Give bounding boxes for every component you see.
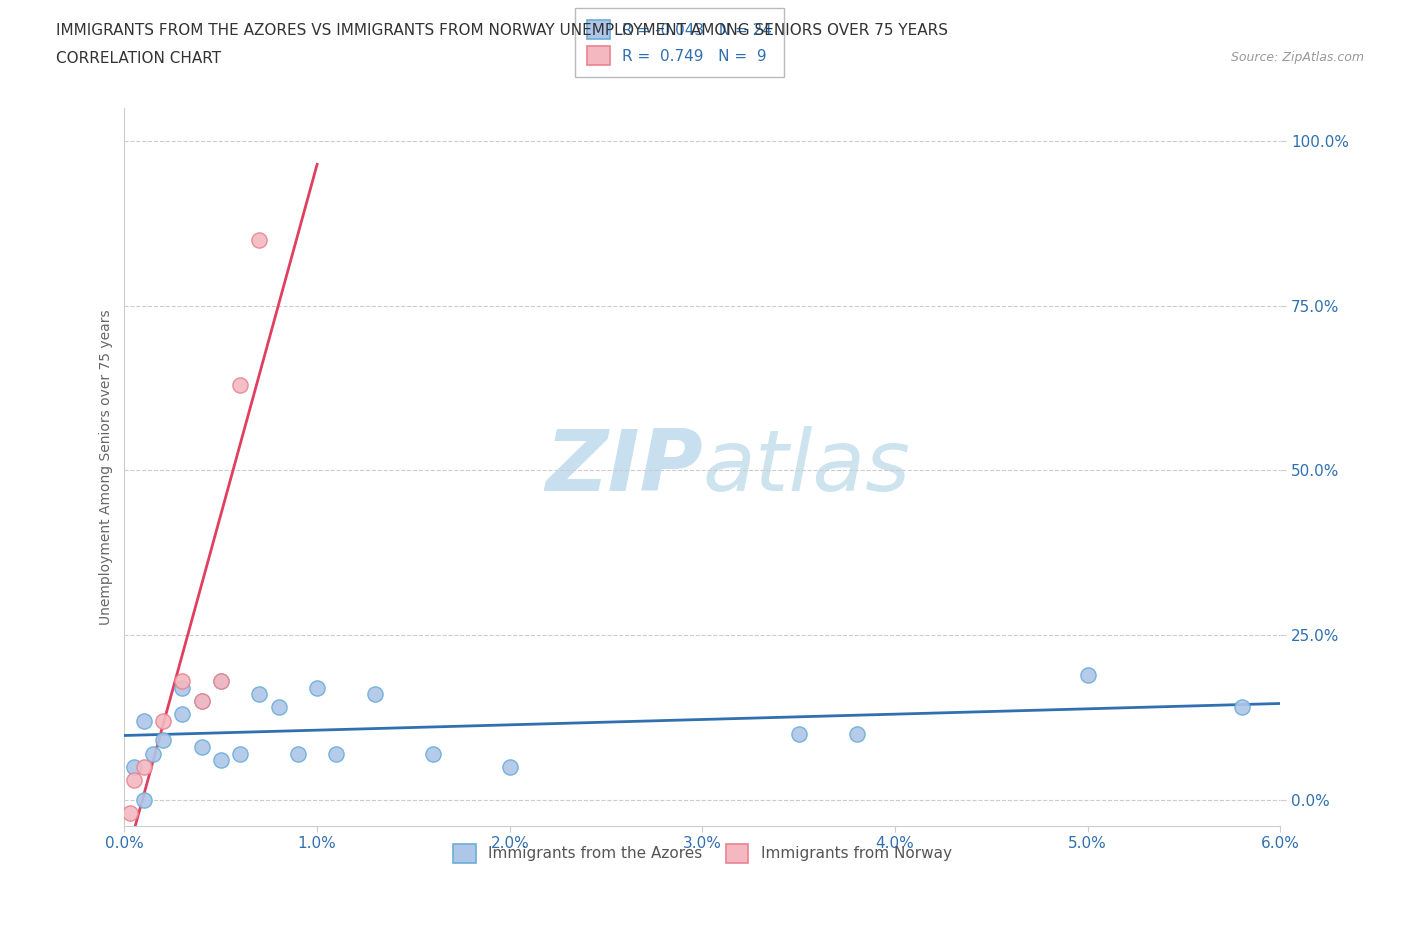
Point [209,752,232,767]
Point [1230,700,1253,715]
Point [190,694,212,709]
Point [422,746,444,761]
Y-axis label: Unemployment Among Seniors over 75 years: Unemployment Among Seniors over 75 years [100,309,114,625]
Point [132,759,155,774]
Legend: Immigrants from the Azores, Immigrants from Norway: Immigrants from the Azores, Immigrants f… [447,838,957,869]
Point [122,759,145,774]
Text: CORRELATION CHART: CORRELATION CHART [56,51,221,66]
Point [229,378,252,392]
Point [787,726,810,741]
Point [1077,667,1099,682]
Text: atlas: atlas [703,426,911,509]
Point [120,805,142,820]
Point [152,713,174,728]
Point [845,726,868,741]
Point [152,733,174,748]
Point [190,694,212,709]
Point [122,773,145,788]
Point [132,713,155,728]
Point [142,746,165,761]
Point [229,746,252,761]
Point [132,792,155,807]
Point [499,759,522,774]
Point [247,687,270,702]
Point [209,673,232,688]
Point [307,680,329,695]
Point [267,700,290,715]
Point [209,673,232,688]
Point [172,680,194,695]
Point [287,746,309,761]
Text: Source: ZipAtlas.com: Source: ZipAtlas.com [1230,51,1364,64]
Text: ZIP: ZIP [544,426,703,509]
Point [247,232,270,247]
Text: IMMIGRANTS FROM THE AZORES VS IMMIGRANTS FROM NORWAY UNEMPLOYMENT AMONG SENIORS : IMMIGRANTS FROM THE AZORES VS IMMIGRANTS… [56,23,948,38]
Point [325,746,347,761]
Point [172,673,194,688]
Point [364,687,387,702]
Point [172,707,194,722]
Point [190,739,212,754]
